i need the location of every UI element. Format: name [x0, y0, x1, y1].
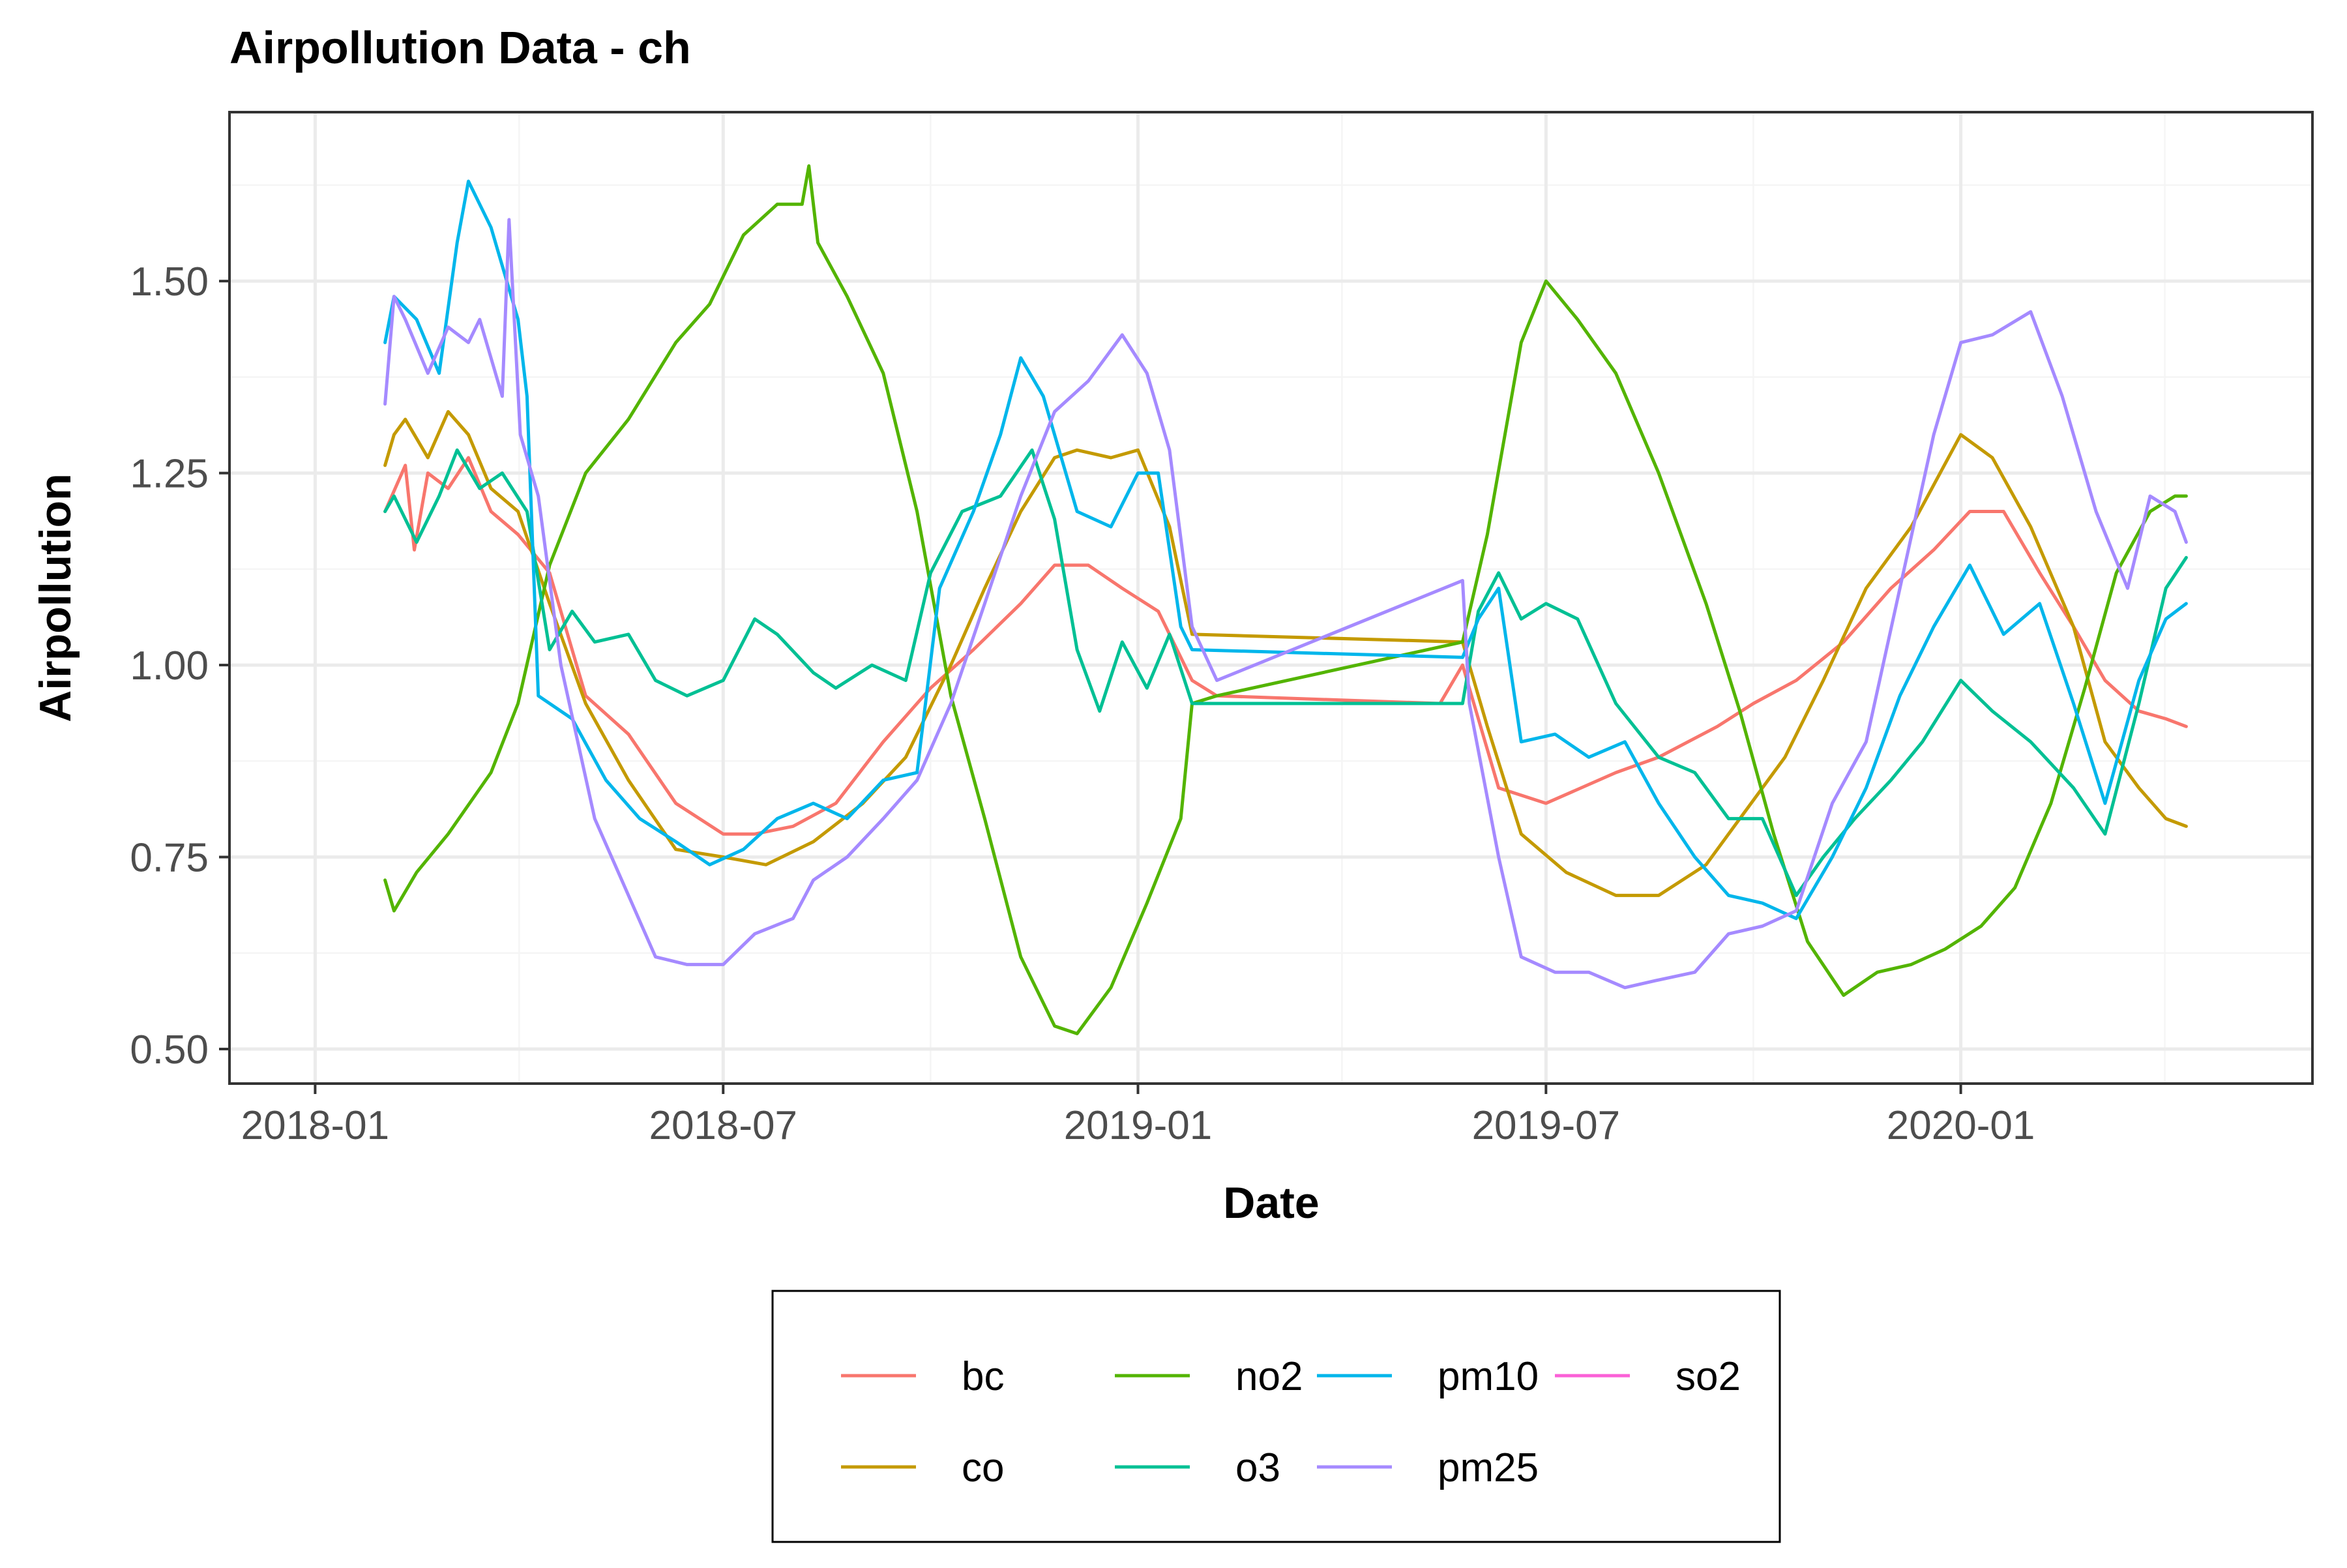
legend-item-so2: so2 [1555, 1354, 1741, 1399]
legend-item-pm25: pm25 [1317, 1445, 1539, 1490]
legend-items: bc co no2 o3 pm10 pm25 so2 [841, 1354, 1741, 1490]
y-tick-label: 1.25 [130, 452, 209, 497]
y-tick-label: 0.75 [130, 836, 209, 881]
legend-label-co: co [962, 1445, 1004, 1490]
series-line-no2 [383, 164, 2188, 1035]
y-tick-label: 1.50 [130, 259, 209, 304]
y-tick-label: 1.00 [130, 643, 209, 688]
legend-box [771, 1290, 1781, 1543]
legend-label-pm10: pm10 [1438, 1354, 1539, 1399]
legend-item-bc: bc [841, 1354, 1004, 1399]
legend-label-so2: so2 [1675, 1354, 1741, 1399]
series-line-pm10 [383, 179, 2188, 921]
x-tick-label: 2018-01 [241, 1103, 390, 1148]
legend-item-no2: no2 [1115, 1354, 1303, 1399]
chart-title: Airpollution Data - ch [229, 22, 691, 73]
series-layer [383, 164, 2188, 1035]
x-tick-label: 2018-07 [649, 1103, 797, 1148]
series-line-o3 [383, 448, 2188, 897]
x-tick-label: 2020-01 [1887, 1103, 2035, 1148]
grid-layer [229, 112, 2312, 1084]
legend-item-co: co [841, 1445, 1004, 1490]
y-axis-title: Airpollution [31, 473, 80, 722]
y-tick-label: 0.50 [130, 1028, 209, 1072]
legend-item-o3: o3 [1115, 1445, 1280, 1490]
x-tick-label: 2019-01 [1064, 1103, 1213, 1148]
y-axis: 0.50 0.75 1.00 1.25 1.50 [130, 259, 229, 1072]
x-tick-label: 2019-07 [1472, 1103, 1621, 1148]
legend-item-pm10: pm10 [1317, 1354, 1539, 1399]
legend: bc co no2 o3 pm10 pm25 so2 [771, 1290, 1781, 1543]
legend-label-o3: o3 [1235, 1445, 1280, 1490]
legend-label-no2: no2 [1235, 1354, 1303, 1399]
plot-panel-border [228, 111, 2314, 1085]
legend-label-bc: bc [962, 1354, 1004, 1399]
x-axis: 2018-01 2018-07 2019-01 2019-07 2020-01 [241, 1084, 2035, 1148]
x-axis-title: Date [1223, 1178, 1319, 1228]
legend-label-pm25: pm25 [1438, 1445, 1539, 1490]
series-line-pm25 [383, 218, 2188, 990]
